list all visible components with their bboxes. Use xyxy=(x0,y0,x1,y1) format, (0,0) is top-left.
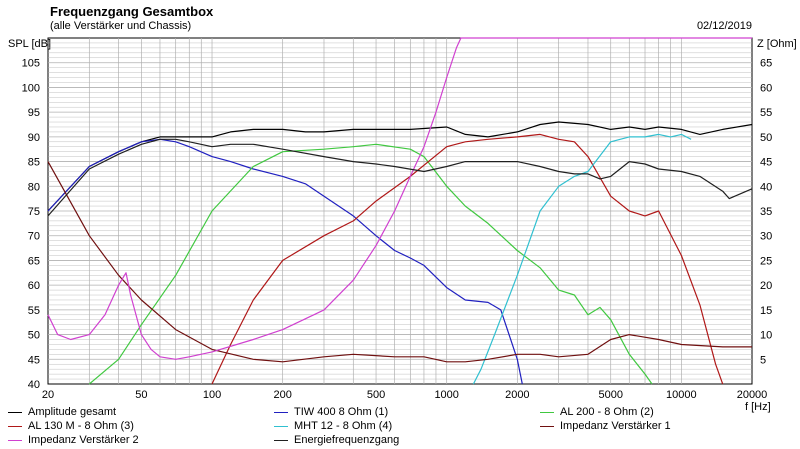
y2-tick-label: 50 xyxy=(760,132,772,144)
x-axis-label: f [Hz] xyxy=(745,401,771,413)
series-line-amplitude_gesamt xyxy=(47,121,753,212)
series-line-mht12 xyxy=(472,133,692,385)
series-line-energie xyxy=(47,138,753,217)
legend-item-mht12: MHT 12 - 8 Ohm (4) xyxy=(274,420,392,432)
x-tick-label: 2000 xyxy=(505,389,529,401)
legend-label: MHT 12 - 8 Ohm (4) xyxy=(294,420,393,432)
y2-tick-label: 15 xyxy=(760,305,772,317)
y2-tick-label: 55 xyxy=(760,107,772,119)
legend-swatch xyxy=(274,411,288,413)
y2-tick-label: 25 xyxy=(760,255,772,267)
legend-swatch xyxy=(8,425,22,427)
y-tick-label: 80 xyxy=(28,181,40,193)
legend-label: Impedanz Verstärker 2 xyxy=(28,434,139,446)
y-tick-label: 95 xyxy=(28,107,40,119)
legend-item-amplitude-gesamt: Amplitude gesamt xyxy=(8,406,116,418)
y2-tick-label: 5 xyxy=(760,354,766,366)
legend-item-impedanz1: Impedanz Verstärker 1 xyxy=(540,420,671,432)
y2-tick-label: 40 xyxy=(760,181,772,193)
y-tick-label: 100 xyxy=(22,82,40,94)
legend-label: Amplitude gesamt xyxy=(28,406,117,418)
chart-title: Frequenzgang Gesamtbox xyxy=(50,4,214,19)
series-line-al200 xyxy=(88,143,653,385)
chart-subtitle: (alle Verstärker und Chassis) xyxy=(50,20,192,32)
series-line-tiw400 xyxy=(47,138,523,385)
legend-item-energie: Energiefrequenzgang xyxy=(274,434,399,446)
y2-tick-label: 30 xyxy=(760,231,772,243)
y2-tick-label: 35 xyxy=(760,206,772,218)
legend-label: Impedanz Verstärker 1 xyxy=(560,420,671,432)
legend-item-al200: AL 200 - 8 Ohm (2) xyxy=(540,406,654,418)
y-tick-label: 40 xyxy=(28,379,40,391)
x-tick-label: 10000 xyxy=(666,389,697,401)
y-tick-label: 75 xyxy=(28,206,40,218)
legend-item-impedanz2: Impedanz Verstärker 2 xyxy=(8,434,139,446)
y2-tick-label: 20 xyxy=(760,280,772,292)
legend-item-tiw400: TIW 400 8 Ohm (1) xyxy=(274,406,388,418)
x-tick-label: 1000 xyxy=(434,389,458,401)
chart-date: 02/12/2019 xyxy=(696,20,752,32)
x-tick-label: 500 xyxy=(367,389,385,401)
legend-swatch xyxy=(274,425,288,427)
legend-label: AL 130 M - 8 Ohm (3) xyxy=(28,420,134,432)
series-line-impedanz2 xyxy=(47,37,752,360)
x-tick-label: 5000 xyxy=(598,389,622,401)
legend-swatch xyxy=(274,439,288,441)
legend-swatch xyxy=(540,425,554,427)
series-line-impedanz1 xyxy=(47,161,752,363)
series-group xyxy=(47,37,753,385)
y-tick-label: 90 xyxy=(28,132,40,144)
axes: 20 50 100 200 500 1000 2000 5000 10000 20000 40 45 5… xyxy=(22,58,773,401)
y-tick-label: 55 xyxy=(28,305,40,317)
series-line-al130 xyxy=(211,133,724,385)
x-tick-label: 50 xyxy=(135,389,147,401)
legend-swatch xyxy=(8,439,22,441)
legend-swatch xyxy=(540,411,554,413)
x-tick-label: 200 xyxy=(273,389,291,401)
y-tick-label: 65 xyxy=(28,255,40,267)
y-tick-label: 70 xyxy=(28,231,40,243)
legend-item-al130: AL 130 M - 8 Ohm (3) xyxy=(8,420,134,432)
y-axis-label: SPL [dB] xyxy=(8,38,51,50)
y2-tick-label: 45 xyxy=(760,157,772,169)
y2-tick-label: 60 xyxy=(760,82,772,94)
legend-label: TIW 400 8 Ohm (1) xyxy=(294,406,389,418)
y-tick-label: 85 xyxy=(28,157,40,169)
y-tick-label: 50 xyxy=(28,330,40,342)
grid xyxy=(47,37,753,385)
x-tick-label: 20000 xyxy=(737,389,768,401)
legend-label: AL 200 - 8 Ohm (2) xyxy=(560,406,654,418)
x-tick-label: 100 xyxy=(203,389,221,401)
y2-tick-label: 65 xyxy=(760,58,772,70)
y-tick-label: 45 xyxy=(28,354,40,366)
legend-label: Energiefrequenzgang xyxy=(294,434,400,446)
x-tick-label: 20 xyxy=(42,389,54,401)
y2-tick-label: 10 xyxy=(760,330,772,342)
y2-axis-label: Z [Ohm] xyxy=(757,38,797,50)
legend-swatch xyxy=(8,411,22,413)
y-tick-label: 60 xyxy=(28,280,40,292)
y-tick-label: 105 xyxy=(22,58,40,70)
